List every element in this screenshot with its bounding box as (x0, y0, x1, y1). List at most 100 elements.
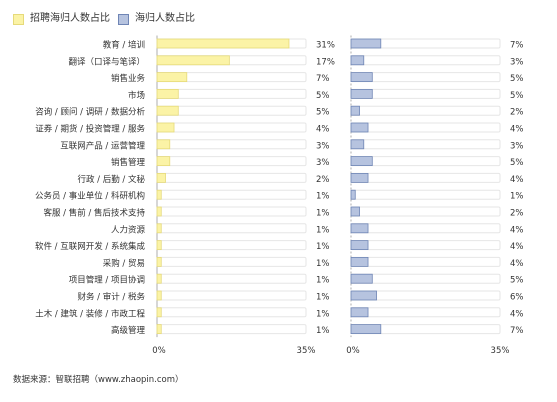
legend-label-recruit: 招聘海归人数占比 (30, 13, 110, 24)
legend-item-returnee: 海归人数占比 (118, 12, 195, 26)
data-label: 5% (510, 158, 524, 168)
data-label: 7% (316, 74, 330, 84)
bar-track (350, 172, 501, 183)
bar (350, 223, 369, 234)
bar (350, 189, 356, 200)
data-label: 7% (510, 326, 524, 336)
bar-track (350, 55, 501, 66)
bar-track (156, 139, 307, 150)
bar (350, 172, 369, 183)
bar (350, 55, 365, 66)
bar (350, 89, 373, 99)
data-label: 4% (510, 175, 524, 185)
category-label: 采购 / 贸易 (103, 258, 145, 269)
bar-track (350, 256, 501, 267)
category-label: 客服 / 售前 / 售后技术支持 (43, 208, 145, 219)
bar-track (156, 240, 307, 251)
bar-track (156, 324, 307, 335)
bar-track (156, 88, 307, 99)
bar (350, 105, 360, 116)
x-tick-label: 0% (346, 346, 360, 356)
bar (350, 240, 369, 251)
bar (350, 307, 369, 318)
bar (350, 273, 373, 284)
bar-track (156, 122, 307, 133)
bar-track (350, 240, 501, 251)
bar-track (350, 156, 501, 167)
category-label: 行政 / 后勤 / 文秘 (77, 174, 145, 185)
bar (156, 223, 162, 234)
data-label: 5% (316, 108, 330, 118)
data-label: 2% (510, 209, 524, 219)
bar (350, 72, 373, 82)
bar (350, 324, 382, 335)
bar (156, 256, 162, 267)
bar-track (156, 307, 307, 318)
data-label: 4% (510, 259, 524, 269)
bar-track (350, 273, 501, 284)
legend-swatch-returnee (118, 13, 129, 25)
data-label: 1% (316, 225, 330, 235)
bar (156, 189, 162, 200)
bar (350, 290, 377, 301)
category-label: 人力资源 (111, 224, 146, 235)
data-label: 4% (316, 125, 330, 135)
data-label: 1% (316, 192, 330, 202)
bar-track (156, 172, 307, 183)
x-tick-label: 0% (152, 346, 166, 356)
data-label: 1% (316, 326, 330, 336)
category-label: 证券 / 期货 / 投资管理 / 服务 (35, 124, 145, 135)
category-label: 教育 / 培训 (103, 40, 145, 51)
data-label: 31% (316, 41, 335, 51)
data-label: 4% (510, 225, 524, 235)
data-label: 4% (510, 242, 524, 252)
data-label: 1% (316, 309, 330, 319)
bar (156, 273, 162, 284)
category-label: 公务员 / 事业单位 / 科研机构 (35, 191, 145, 202)
data-label: 5% (316, 91, 330, 101)
category-label: 项目管理 / 项目协调 (69, 275, 145, 286)
category-label: 土木 / 建筑 / 装修 / 市政工程 (35, 308, 145, 319)
data-label: 1% (316, 276, 330, 286)
bar (156, 206, 162, 217)
bar-track (156, 189, 307, 200)
data-label: 1% (316, 293, 330, 303)
bar (350, 122, 369, 133)
data-label: 6% (510, 293, 524, 303)
legend-label-returnee: 海归人数占比 (135, 13, 195, 24)
bar-track (156, 290, 307, 301)
bar (156, 89, 179, 99)
x-tick-label: 35% (491, 346, 510, 356)
category-label: 高级管理 (111, 325, 146, 336)
category-label: 销售业务 (111, 73, 146, 84)
category-label: 互联网产品 / 运营管理 (60, 140, 145, 151)
bar-track (350, 223, 501, 234)
bar (156, 307, 162, 318)
bar (350, 206, 360, 217)
data-label: 3% (510, 57, 524, 67)
data-label: 4% (510, 125, 524, 135)
data-label: 1% (316, 209, 330, 219)
bar (156, 156, 171, 167)
bar-track (156, 156, 307, 167)
data-label: 5% (510, 276, 524, 286)
data-label: 2% (510, 108, 524, 118)
bar-track (350, 139, 501, 150)
category-label: 市场 (128, 90, 145, 101)
bar (350, 139, 365, 150)
bar (156, 290, 162, 301)
bar-track (156, 223, 307, 234)
bar (156, 72, 188, 82)
category-label: 翻译（口译与笔译） (68, 56, 145, 67)
bar-track (350, 72, 501, 83)
data-label: 7% (510, 41, 524, 51)
data-label: 2% (316, 175, 330, 185)
bar-track (156, 273, 307, 284)
data-label: 5% (510, 91, 524, 101)
source-note: 数据来源：智联招聘（www.zhaopin.com） (13, 375, 184, 385)
bar (350, 256, 369, 267)
category-label: 财务 / 审计 / 税务 (77, 292, 145, 303)
bar-track (350, 189, 501, 200)
bar (156, 122, 175, 133)
